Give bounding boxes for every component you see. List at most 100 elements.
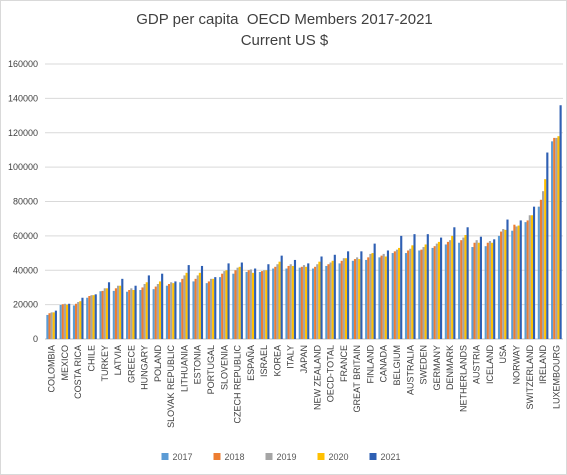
bar xyxy=(458,242,461,339)
bar xyxy=(245,271,248,339)
bar xyxy=(247,270,250,339)
bar xyxy=(240,262,243,339)
bar xyxy=(484,246,487,339)
bar xyxy=(48,313,51,339)
x-tick-label: OECD-TOTAL xyxy=(326,345,336,402)
bar xyxy=(170,282,173,339)
x-tick-label: FRANCE xyxy=(339,345,349,382)
bar xyxy=(172,283,175,339)
bar xyxy=(479,236,482,339)
bar xyxy=(378,257,381,339)
bar xyxy=(526,220,529,339)
bar xyxy=(209,278,213,339)
bar xyxy=(276,264,279,339)
bar xyxy=(79,301,82,339)
bar xyxy=(265,270,268,339)
bar xyxy=(398,247,401,339)
bar xyxy=(119,285,122,339)
x-tick-label: AUSTRIA xyxy=(472,345,482,384)
bar xyxy=(236,267,239,339)
bar xyxy=(497,235,501,340)
y-tick-label: 80000 xyxy=(13,197,38,207)
bar xyxy=(90,295,93,339)
bar xyxy=(530,215,533,339)
bar xyxy=(223,271,226,339)
x-tick-label: LITHUANIA xyxy=(179,345,189,392)
bar xyxy=(371,253,374,339)
x-tick-label: TURKEY xyxy=(100,345,110,382)
bar xyxy=(380,255,383,339)
bar xyxy=(72,305,76,339)
bar xyxy=(103,288,106,339)
bar xyxy=(411,245,414,339)
bar xyxy=(537,206,540,339)
y-tick-label: 0 xyxy=(33,334,38,344)
chart-subtitle: Current US $ xyxy=(240,32,329,49)
bar xyxy=(158,281,162,339)
bar xyxy=(300,266,303,339)
bar xyxy=(54,310,57,339)
x-tick-label: ICELAND xyxy=(485,345,495,385)
bar xyxy=(105,288,108,339)
x-tick-label: IRELAND xyxy=(538,345,548,385)
bar xyxy=(185,272,188,339)
x-tick-label: ISRAEL xyxy=(259,345,269,377)
bar xyxy=(515,226,518,339)
bar xyxy=(179,282,182,339)
x-tick-label: AUSTRALIA xyxy=(405,345,415,395)
bar xyxy=(165,285,168,339)
bar xyxy=(272,268,275,339)
x-tick-label: GREECE xyxy=(126,345,136,383)
bar xyxy=(431,247,434,339)
bar xyxy=(475,240,478,339)
bar xyxy=(221,273,224,339)
bar xyxy=(504,229,507,339)
bar xyxy=(473,242,476,339)
x-tick-label: LATVIA xyxy=(113,345,123,375)
bar xyxy=(532,206,536,339)
legend-swatch xyxy=(213,453,221,460)
bar xyxy=(139,290,142,339)
bar xyxy=(194,278,197,339)
bar xyxy=(325,265,328,339)
bar xyxy=(212,278,215,339)
bar xyxy=(451,235,454,340)
x-tick-label: CZECH REPUBLIC xyxy=(233,345,243,424)
legend-swatch xyxy=(265,453,273,460)
x-tick-label: USA xyxy=(498,345,508,364)
bar xyxy=(344,258,348,339)
legend-label: 2020 xyxy=(329,452,349,462)
bar xyxy=(528,215,531,339)
bar xyxy=(400,235,403,340)
bar xyxy=(513,224,516,339)
bar xyxy=(433,246,436,339)
bar xyxy=(555,137,558,339)
legend-swatch xyxy=(317,453,325,460)
y-tick-label: 20000 xyxy=(13,300,38,310)
bar xyxy=(360,251,363,339)
x-tick-label: CANADA xyxy=(379,345,389,383)
bar xyxy=(263,270,266,339)
legend-label: 2021 xyxy=(381,452,401,462)
bar xyxy=(320,256,323,339)
bar xyxy=(254,268,257,339)
bar xyxy=(444,244,447,339)
bar xyxy=(260,271,264,339)
bar xyxy=(477,242,480,339)
bar xyxy=(524,222,527,340)
y-tick-label: 60000 xyxy=(13,231,38,241)
x-tick-label: POLAND xyxy=(153,345,163,383)
bar xyxy=(134,285,137,339)
bar xyxy=(382,253,385,339)
bar xyxy=(449,240,452,339)
x-tick-label: BELGIUM xyxy=(392,345,402,386)
bar xyxy=(94,294,97,339)
bar xyxy=(214,277,217,340)
x-tick-label: CHILE xyxy=(86,345,96,372)
bar xyxy=(542,191,545,339)
bar xyxy=(161,273,164,339)
bar xyxy=(218,277,222,340)
bar xyxy=(289,264,292,339)
bar xyxy=(258,271,261,339)
